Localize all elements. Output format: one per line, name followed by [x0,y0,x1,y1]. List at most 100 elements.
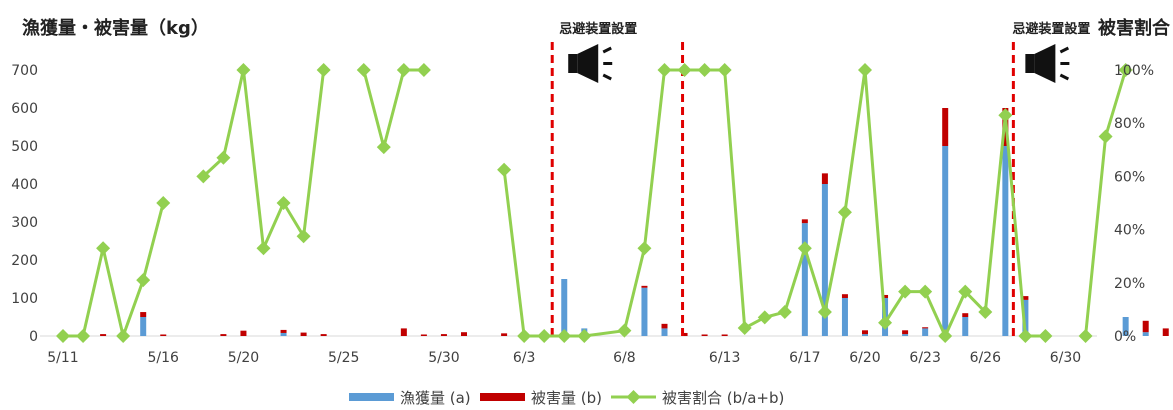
left-axis-title: 漁獲量・被害量（kg） [22,17,209,39]
ratio-point-0-0 [56,329,70,343]
right-axis-title: 被害割合 [1098,17,1171,39]
damage-bar-12 [501,333,508,336]
speaker-icon [1025,44,1070,83]
y-tick-label-6: 600 [11,101,38,117]
damage-bar-17 [681,332,688,336]
ratio-point-0-1 [76,329,91,343]
x-tick-label-0: 5/11 [47,350,78,366]
ratio-point-3-15 [817,305,832,320]
ratio-point-3-18 [878,315,893,330]
catch-bar-16 [661,328,668,336]
catch-bar-1 [140,317,147,336]
legend-ratio-label: 被害割合 (b/a+b) [662,389,784,407]
legend-catch-swatch [349,393,394,401]
ratio-point-3-4 [577,329,592,343]
x-tick-label-4: 5/30 [428,350,459,366]
catch-bar-15 [641,287,648,336]
catch-bar-21 [821,184,828,336]
damage-bar-10 [440,334,447,336]
ratio-point-3-9 [697,63,712,77]
ratio-point-3-1 [517,329,532,343]
y-tick-label-0: 0 [29,329,38,345]
y-tick-label-2: 200 [11,253,38,269]
ratio-point-0-5 [156,196,171,210]
damage-bar-25 [902,330,909,335]
damage-bar-22 [841,294,848,298]
x-tick-label-12: 6/30 [1050,350,1081,366]
ratio-point-3-17 [858,63,872,77]
ratio-point-3-13 [777,305,792,320]
catch-bar-29 [1002,146,1009,336]
ratio-point-3-14 [797,241,812,256]
damage-bar-4 [240,330,247,336]
catch-bar-22 [841,298,848,336]
legend-damage-swatch [480,393,525,401]
ratio-point-3-5 [617,323,632,338]
x-tick-label-7: 6/13 [709,350,740,366]
damage-bar-7 [320,334,327,336]
damage-bar-28 [962,313,969,317]
damage-bar-34 [1162,328,1169,336]
ratio-point-3-20 [918,284,933,299]
x-tick-label-11: 6/26 [970,350,1002,366]
damage-bar-8 [400,328,407,336]
y-tick-label-3: 300 [11,215,38,231]
ratio-point-4-2 [1118,63,1133,77]
x-tick-label-10: 6/23 [909,350,940,366]
ratio-point-1-4 [276,196,291,210]
damage-bar-3 [220,334,227,336]
ratio-point-3-19 [898,284,913,299]
y2-tick-label-3: 60% [1114,169,1145,185]
damage-bar-20 [801,219,808,224]
catch-bar-32 [1122,317,1129,336]
catch-bar-27 [942,146,949,336]
ratio-line-segment-0 [63,202,165,338]
ratio-point-0-3 [116,329,131,343]
ratio-point-1-5 [296,229,311,244]
legend-damage-label: 被害量 (b) [531,389,602,407]
damage-bar-19 [721,334,728,336]
y2-tick-label-5: 100% [1114,63,1154,79]
catch-bar-13 [561,279,568,336]
damage-bar-18 [701,334,708,336]
ratio-point-1-1 [216,150,231,165]
ratio-point-3-2 [537,329,552,343]
damage-bar-6 [300,332,307,336]
damage-bar-15 [641,285,648,288]
ratio-point-4-1 [1098,129,1113,144]
damage-bar-23 [862,330,868,335]
damage-bar-30 [1022,296,1029,300]
catch-bar-28 [962,317,969,336]
ratio-point-3-3 [557,329,572,343]
speaker-icon-body [568,54,578,73]
damage-bar-21 [821,173,828,184]
y2-tick-label-0: 0% [1114,329,1136,345]
x-tick-label-8: 6/17 [789,350,820,366]
speaker-icon-body [1025,54,1035,73]
ratio-point-2-2 [396,63,411,77]
catch-bar-33 [1142,332,1149,336]
left-axis-title-text: 漁獲量・被害量（kg） [22,17,209,39]
ratio-point-3-10 [717,63,732,77]
ratio-line-segment-2 [362,68,424,149]
ratio-line-segment-4 [1084,69,1128,337]
x-tick-label-3: 5/25 [328,350,359,366]
x-tick-label-1: 5/16 [148,350,180,366]
bar-series [100,108,1169,336]
x-tick-label-6: 6/8 [613,350,636,366]
speaker-icon-wave-top [1059,46,1070,54]
ratio-point-3-26 [1038,329,1053,343]
speaker-icon-cone [1034,44,1056,83]
y2-tick-label-2: 40% [1114,223,1145,239]
y2-tick-label-4: 80% [1114,116,1145,132]
damage-bar-24 [882,294,889,298]
damage-bar-16 [661,323,668,329]
ratio-point-2-3 [416,63,431,77]
ratio-point-3-22 [958,284,973,299]
right-y-axis: 0% 20% 40% 60% 80% 100% [1114,63,1154,345]
speaker-icon-wave-bottom [602,73,612,81]
legend: 漁獲量 (a) 被害量 (b) 被害割合 (b/a+b) [349,389,784,407]
catch-bar-25 [902,334,909,336]
ratio-point-3-11 [737,321,752,336]
